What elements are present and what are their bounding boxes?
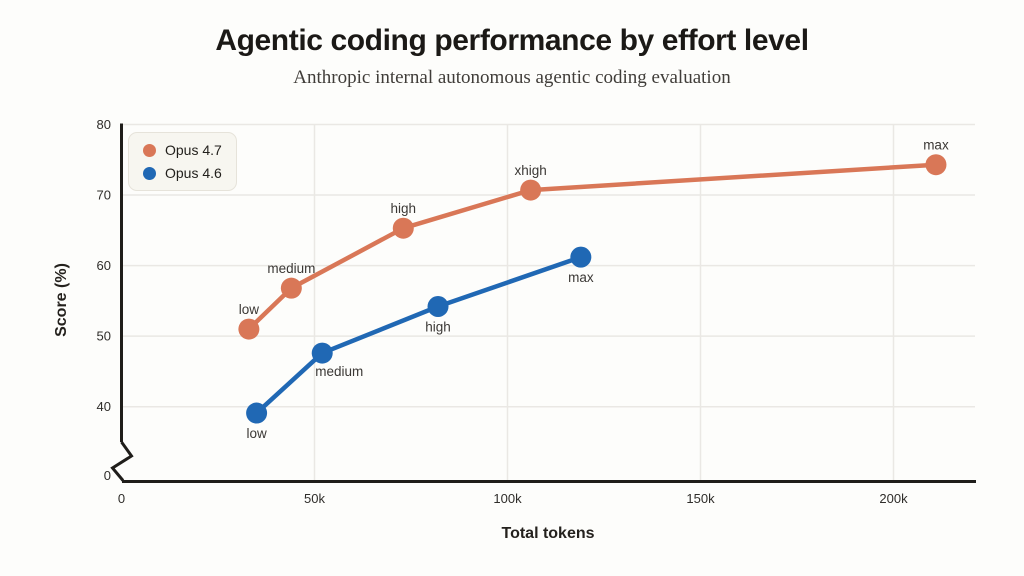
- series-line-opus-4-6: [254, 254, 584, 416]
- data-point-opus-4-7-high: [392, 217, 414, 239]
- y-tick-80: 80: [97, 117, 111, 132]
- data-point-opus-4-6-medium: [311, 342, 333, 364]
- point-label-opus-4-6-high: high: [425, 320, 451, 335]
- x-tick-0: 0: [118, 491, 125, 506]
- x-tick-50k: 50k: [304, 491, 325, 506]
- point-label-opus-4-7-medium: medium: [267, 261, 315, 276]
- point-label-opus-4-7-max: max: [923, 138, 949, 153]
- chart-title: Agentic coding performance by effort lev…: [215, 24, 809, 57]
- y-tick-0: 0: [104, 468, 111, 483]
- y-tick-50: 50: [97, 329, 111, 344]
- data-point-opus-4-7-medium: [280, 277, 302, 299]
- legend-swatch-icon: [143, 143, 156, 157]
- data-point-opus-4-6-max: [570, 246, 592, 268]
- chart-subtitle: Anthropic internal autonomous agentic co…: [293, 67, 731, 88]
- y-tick-60: 60: [97, 258, 111, 273]
- data-point-opus-4-7-xhigh: [520, 179, 542, 201]
- data-point-opus-4-7-low: [238, 318, 260, 340]
- legend: Opus 4.7 Opus 4.6: [128, 132, 237, 191]
- data-point-opus-4-7-max: [925, 154, 947, 176]
- y-tick-70: 70: [97, 188, 111, 203]
- y-axis-break-icon: [110, 441, 134, 482]
- x-tick-150k: 150k: [686, 491, 715, 506]
- y-tick-40: 40: [97, 399, 111, 414]
- legend-item-opus-4-7: Opus 4.7: [143, 142, 222, 158]
- legend-swatch-icon: [143, 166, 156, 180]
- series-line-opus-4-7: [246, 162, 939, 332]
- legend-item-opus-4-6: Opus 4.6: [143, 165, 222, 181]
- series-opus-4-6: low medium high max: [246, 246, 594, 441]
- point-label-opus-4-6-max: max: [568, 270, 594, 285]
- x-tick-200k: 200k: [879, 491, 908, 506]
- y-tick-labels: 80 70 60 50 40 0: [97, 117, 111, 483]
- v-gridlines: [313, 124, 895, 481]
- point-label-opus-4-7-xhigh: xhigh: [515, 163, 547, 178]
- point-label-opus-4-7-low: low: [239, 302, 260, 317]
- x-tick-labels: 0 50k 100k 150k 200k: [118, 491, 908, 506]
- x-axis-title: Total tokens: [501, 525, 595, 542]
- x-tick-100k: 100k: [493, 491, 522, 506]
- series-opus-4-7: low medium high xhigh max: [238, 138, 949, 340]
- data-point-opus-4-6-low: [246, 402, 268, 424]
- h-gridlines: [121, 123, 975, 408]
- data-point-opus-4-6-high: [427, 296, 449, 318]
- point-label-opus-4-6-low: low: [246, 426, 267, 441]
- point-label-opus-4-6-medium: medium: [315, 364, 363, 379]
- point-label-opus-4-7-high: high: [391, 201, 417, 216]
- legend-label: Opus 4.7: [165, 142, 222, 158]
- y-axis-title: Score (%): [53, 263, 70, 337]
- legend-label: Opus 4.6: [165, 165, 222, 181]
- axes: [110, 123, 976, 483]
